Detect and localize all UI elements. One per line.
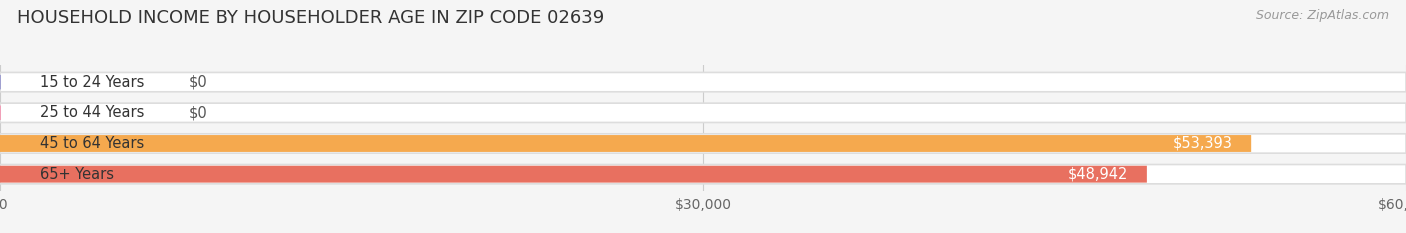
FancyBboxPatch shape (0, 134, 1406, 153)
Text: 15 to 24 Years: 15 to 24 Years (39, 75, 145, 90)
FancyBboxPatch shape (0, 72, 1406, 92)
Text: Source: ZipAtlas.com: Source: ZipAtlas.com (1256, 9, 1389, 22)
FancyBboxPatch shape (0, 135, 1251, 152)
FancyBboxPatch shape (0, 166, 1147, 183)
Text: $0: $0 (190, 75, 208, 90)
Text: HOUSEHOLD INCOME BY HOUSEHOLDER AGE IN ZIP CODE 02639: HOUSEHOLD INCOME BY HOUSEHOLDER AGE IN Z… (17, 9, 605, 27)
Text: $48,942: $48,942 (1067, 167, 1128, 182)
Text: $53,393: $53,393 (1173, 136, 1233, 151)
Text: 45 to 64 Years: 45 to 64 Years (39, 136, 145, 151)
Text: 65+ Years: 65+ Years (39, 167, 114, 182)
Text: 25 to 44 Years: 25 to 44 Years (39, 105, 145, 120)
Text: $0: $0 (190, 105, 208, 120)
FancyBboxPatch shape (0, 103, 1406, 123)
FancyBboxPatch shape (0, 164, 1406, 184)
